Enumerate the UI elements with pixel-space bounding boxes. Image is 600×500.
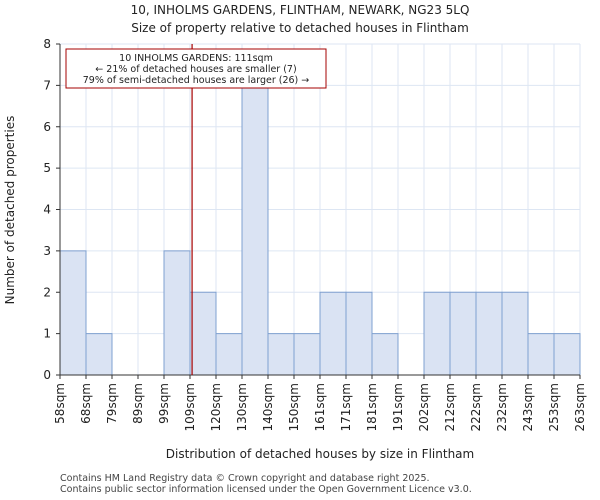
x-tick-label: 58sqm — [53, 383, 67, 424]
x-tick-label: 79sqm — [105, 383, 119, 424]
chart-title-line1: 10, INHOLMS GARDENS, FLINTHAM, NEWARK, N… — [130, 3, 470, 17]
bar-243sqm — [527, 333, 555, 376]
y-ticks: 0 1 2 3 4 5 6 7 8 — [43, 37, 60, 382]
x-tick-label: 130sqm — [235, 383, 249, 431]
bar-171sqm — [345, 291, 373, 376]
y-tick-label: 3 — [43, 244, 51, 258]
bar-222sqm — [475, 291, 503, 376]
x-tick-label: 120sqm — [209, 383, 223, 431]
annotation-line3: 79% of semi-detached houses are larger (… — [83, 75, 310, 86]
x-tick-label: 191sqm — [391, 383, 405, 431]
x-tick-label: 109sqm — [183, 383, 197, 431]
x-tick-label: 171sqm — [339, 383, 353, 431]
bars-layer — [59, 84, 581, 376]
annotation-frame — [65, 48, 327, 89]
y-axis-label: Number of detached properties — [3, 116, 17, 305]
chart-title-line2: Size of property relative to detached ho… — [131, 21, 469, 35]
x-tick-label: 150sqm — [287, 383, 301, 431]
x-tick-label: 222sqm — [469, 383, 483, 431]
annotation-box: 10 INHOLMS GARDENS: 111sqm ← 21% of deta… — [65, 48, 327, 89]
bar-58sqm — [59, 250, 87, 376]
bar-212sqm — [449, 291, 477, 376]
bar-130sqm — [241, 84, 269, 376]
bar-109sqm — [189, 291, 217, 376]
x-ticks: 58sqm 68sqm 79sqm 89sqm 99sqm 109sqm 120sqm 130… — [53, 375, 587, 431]
bar-232sqm — [501, 291, 529, 376]
footer-licence: Contains public sector information licen… — [60, 484, 472, 495]
bar-140sqm — [267, 333, 295, 376]
x-tick-label: 89sqm — [131, 383, 145, 424]
y-tick-label: 2 — [43, 285, 51, 299]
bar-150sqm — [293, 333, 321, 376]
x-axis-label: Distribution of detached houses by size … — [166, 447, 474, 461]
x-tick-label: 232sqm — [495, 383, 509, 431]
x-tick-label: 202sqm — [417, 383, 431, 431]
bar-202sqm — [423, 291, 451, 376]
x-tick-label: 181sqm — [365, 383, 379, 431]
bar-181sqm — [371, 333, 399, 376]
footer-copyright: Contains HM Land Registry data © Crown c… — [60, 473, 430, 484]
x-tick-label: 253sqm — [547, 383, 561, 431]
x-tick-label: 140sqm — [261, 383, 275, 431]
annotation-line1: 10 INHOLMS GARDENS: 111sqm — [119, 53, 273, 64]
y-tick-label: 7 — [43, 78, 51, 92]
y-tick-label: 8 — [43, 37, 51, 51]
annotation-line2: ← 21% of detached houses are smaller (7) — [95, 64, 296, 75]
bar-161sqm — [319, 291, 347, 376]
y-tick-label: 0 — [43, 368, 51, 382]
y-tick-label: 5 — [43, 161, 51, 175]
bar-253sqm — [553, 333, 581, 376]
x-tick-label: 99sqm — [157, 383, 171, 424]
x-tick-label: 243sqm — [521, 383, 535, 431]
y-tick-label: 1 — [43, 327, 51, 341]
y-tick-label: 4 — [43, 203, 51, 217]
bar-120sqm — [215, 333, 243, 376]
x-tick-label: 212sqm — [443, 383, 457, 431]
bar-68sqm — [85, 333, 113, 376]
bar-99sqm — [163, 250, 191, 376]
y-tick-label: 6 — [43, 120, 51, 134]
x-tick-label: 68sqm — [79, 383, 93, 424]
x-tick-label: 263sqm — [573, 383, 587, 431]
x-tick-label: 161sqm — [313, 383, 327, 431]
